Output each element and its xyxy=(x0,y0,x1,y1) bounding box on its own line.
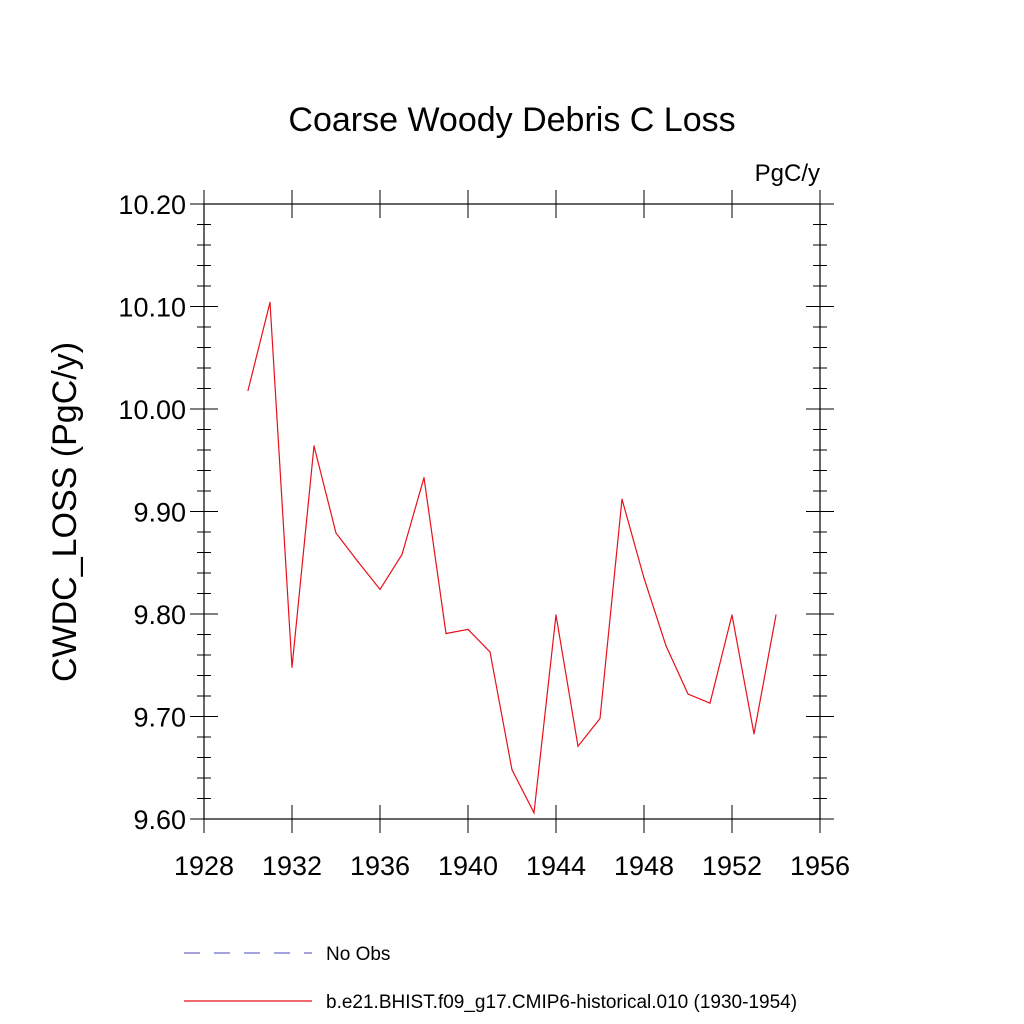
x-tick-label: 1940 xyxy=(438,851,498,881)
plot-border xyxy=(203,203,821,820)
x-tick-label: 1932 xyxy=(262,851,322,881)
data-point xyxy=(533,812,535,814)
data-point xyxy=(599,717,601,720)
series-lines xyxy=(247,301,777,815)
data-point xyxy=(665,645,667,647)
data-point xyxy=(709,702,711,704)
data-point xyxy=(467,628,469,630)
y-tick-label: 9.90 xyxy=(133,498,186,528)
x-tick-label: 1948 xyxy=(614,851,674,881)
y-axis-label: CWDC_LOSS (PgC/y) xyxy=(46,342,84,682)
chart-title: Coarse Woody Debris C Loss xyxy=(288,101,735,139)
data-point xyxy=(753,733,755,735)
data-point xyxy=(511,769,513,771)
y-tick-label: 9.60 xyxy=(133,805,186,835)
data-point xyxy=(291,666,293,668)
x-tick-label: 1944 xyxy=(526,851,586,881)
data-point xyxy=(379,588,381,591)
x-tick-label: 1952 xyxy=(702,851,762,881)
plot-frame xyxy=(203,203,821,820)
data-point xyxy=(313,445,315,447)
x-tick-label: 1928 xyxy=(174,851,234,881)
x-ticks: 1928 1932 1936 1940 1944 1948 1952 1956 xyxy=(174,190,850,881)
data-point xyxy=(643,577,645,579)
data-point xyxy=(269,301,271,303)
data-point xyxy=(577,745,579,747)
data-point xyxy=(335,532,337,534)
data-point xyxy=(247,389,249,392)
y-ticks: 9.60 9.70 9.80 9.90 10.00 10.10 10.20 xyxy=(118,190,834,835)
y-tick-label: 9.70 xyxy=(133,703,186,733)
data-point xyxy=(489,651,491,653)
legend: No Obs b.e21.BHIST.f09_g17.CMIP6-historic… xyxy=(184,944,797,1013)
x-tick-label: 1956 xyxy=(790,851,850,881)
legend-label: b.e21.BHIST.f09_g17.CMIP6-historical.010… xyxy=(326,992,797,1013)
data-point xyxy=(445,632,447,635)
data-point xyxy=(357,561,359,563)
units-label: PgC/y xyxy=(755,160,820,187)
data-point xyxy=(621,498,623,500)
y-tick-label: 10.20 xyxy=(118,190,186,220)
data-point xyxy=(401,553,403,556)
legend-label: No Obs xyxy=(326,944,390,965)
series-line xyxy=(247,302,777,815)
data-point xyxy=(423,477,425,479)
y-tick-label: 9.80 xyxy=(133,600,186,630)
x-tick-label: 1936 xyxy=(350,851,410,881)
data-point xyxy=(555,614,557,616)
data-point xyxy=(775,614,777,616)
y-tick-label: 10.00 xyxy=(118,395,186,425)
data-point xyxy=(687,693,689,695)
y-tick-label: 10.10 xyxy=(118,293,186,323)
data-point xyxy=(731,614,733,616)
